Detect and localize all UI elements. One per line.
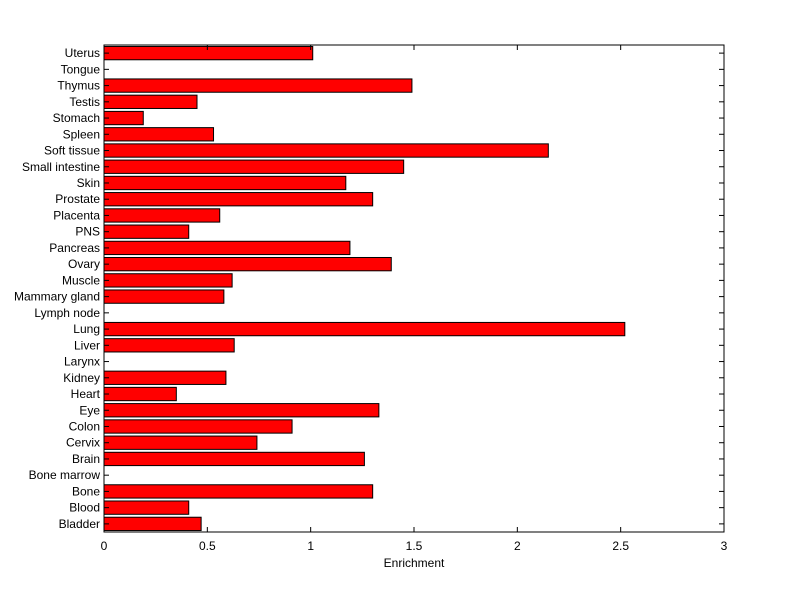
- y-tick-label: Placenta: [53, 208, 100, 222]
- x-tick-labels: 0 0.5 1 1.5 2 2.5 3: [101, 539, 728, 553]
- bar-soft-tissue: [103, 143, 549, 158]
- x-tick-label: 3: [721, 539, 728, 553]
- bar-mammary-gland: [103, 289, 225, 304]
- bar-spleen: [103, 127, 215, 142]
- ticks-group: [103, 45, 725, 532]
- x-tick-label: 0: [101, 539, 108, 553]
- y-tick-label: PNS: [75, 225, 100, 239]
- bar-thymus: [103, 78, 413, 93]
- y-tick-label: Spleen: [63, 127, 100, 141]
- bar-uterus: [103, 45, 314, 61]
- y-tick-label: Thymus: [57, 79, 100, 93]
- y-tick-label: Bone: [72, 484, 100, 498]
- y-tick-label: Uterus: [65, 46, 100, 60]
- y-tick-label: Lung: [73, 322, 100, 336]
- x-tick-label: 1.5: [406, 539, 423, 553]
- bar-ovary: [103, 256, 392, 272]
- bar-heart: [103, 386, 177, 402]
- bar-blood: [103, 500, 190, 515]
- bar-bladder: [103, 516, 202, 532]
- bar-liver: [103, 338, 235, 353]
- y-tick-label: Cervix: [66, 436, 100, 450]
- y-tick-label: Bladder: [59, 517, 100, 531]
- y-tick-label: Liver: [74, 338, 100, 352]
- bar-pns: [103, 224, 190, 239]
- x-tick-label: 2: [514, 539, 521, 553]
- bar-stomach: [103, 110, 144, 126]
- y-tick-label: Larynx: [64, 355, 100, 369]
- y-tick-label: Ovary: [68, 257, 100, 271]
- y-tick-label: Brain: [72, 452, 100, 466]
- y-tick-label: Colon: [69, 419, 100, 433]
- y-tick-label: Pancreas: [49, 241, 100, 255]
- y-tick-labels: Uterus Tongue Thymus Testis Stomach Spleen Sof…: [14, 46, 101, 531]
- x-tick-label: 2.5: [612, 539, 629, 553]
- bar-cervix: [103, 435, 258, 450]
- bars-group: [103, 45, 626, 532]
- y-tick-label: Small intestine: [22, 160, 100, 174]
- bar-lung: [103, 321, 626, 337]
- y-tick-label: Muscle: [62, 273, 100, 287]
- bar-small-intestine: [103, 159, 405, 174]
- bar-colon: [103, 419, 293, 434]
- y-tick-label: Tongue: [61, 62, 101, 76]
- y-tick-label: Blood: [69, 501, 100, 515]
- bar-placenta: [103, 208, 221, 223]
- bar-brain: [103, 451, 365, 467]
- y-tick-label: Soft tissue: [44, 144, 100, 158]
- bar-testis: [103, 94, 198, 109]
- y-tick-label: Stomach: [53, 111, 100, 125]
- y-tick-label: Skin: [77, 176, 100, 190]
- y-tick-label: Eye: [79, 403, 100, 417]
- y-tick-label: Mammary gland: [14, 290, 100, 304]
- bar-prostate: [103, 192, 374, 207]
- bar-kidney: [103, 370, 227, 385]
- bar-bone: [103, 484, 374, 499]
- bar-skin: [103, 175, 347, 191]
- bar-pancreas: [103, 240, 351, 256]
- y-tick-label: Testis: [69, 95, 100, 109]
- y-tick-label: Kidney: [63, 371, 100, 385]
- y-tick-label: Lymph node: [34, 306, 100, 320]
- bar-eye: [103, 403, 380, 418]
- x-tick-label: 1: [307, 539, 314, 553]
- bar-muscle: [103, 273, 233, 288]
- y-tick-label: Prostate: [55, 192, 100, 206]
- x-axis-label: Enrichment: [384, 556, 445, 570]
- x-tick-label: 0.5: [199, 539, 216, 553]
- y-tick-label: Heart: [71, 387, 101, 401]
- y-tick-label: Bone marrow: [29, 468, 101, 482]
